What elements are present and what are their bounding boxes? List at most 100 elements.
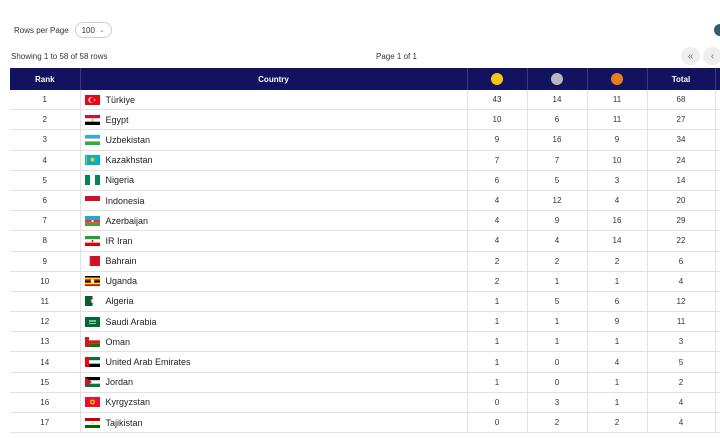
silver-cell: 12 <box>527 190 588 212</box>
extra-cell <box>715 90 720 111</box>
table-row: 10 Uganda 2 1 1 4 <box>10 271 720 292</box>
rank-cell: 13 <box>10 331 81 353</box>
country-flag-icon <box>84 276 100 287</box>
gold-cell: 1 <box>467 372 528 393</box>
bronze-cell: 2 <box>587 251 648 272</box>
country-cell: Türkiye <box>80 90 468 111</box>
rank-cell: 7 <box>10 210 81 232</box>
country-name: Saudi Arabia <box>105 316 157 327</box>
table-row: 11 Algeria 1 5 6 12 <box>10 291 720 313</box>
rank-cell: 3 <box>10 129 81 151</box>
gold-cell: 0 <box>467 392 528 414</box>
country-column-header[interactable]: Country <box>80 68 468 90</box>
total-column-header[interactable]: Total <box>647 68 716 90</box>
country-cell: Oman <box>80 331 468 353</box>
country-name: Algeria <box>105 296 134 307</box>
previous-page-button[interactable]: ‹ <box>703 47 720 65</box>
gold-cell: 4 <box>467 190 528 212</box>
silver-cell: 14 <box>527 90 588 111</box>
silver-cell: 1 <box>527 331 588 353</box>
silver-cell: 5 <box>527 291 588 313</box>
silver-cell: 1 <box>527 271 588 292</box>
silver-cell: 6 <box>527 109 588 131</box>
total-cell: 29 <box>647 210 716 232</box>
extra-cell <box>715 190 720 212</box>
extra-cell <box>715 150 720 171</box>
bronze-cell: 11 <box>587 109 648 131</box>
country-flag-icon <box>84 377 100 388</box>
gold-cell: 6 <box>467 170 528 191</box>
country-cell: Uzbekistan <box>80 129 468 151</box>
rank-cell: 9 <box>10 251 81 272</box>
bronze-cell: 6 <box>587 291 648 313</box>
table-row: 2 Egypt 10 6 11 27 <box>10 109 720 131</box>
extra-cell <box>715 251 720 272</box>
country-cell: United Arab Emirates <box>80 351 468 373</box>
country-cell: IR Iran <box>80 230 468 252</box>
country-name: Egypt <box>105 114 129 125</box>
table-header-row: Rank Country Total <box>10 68 720 90</box>
country-name: Türkiye <box>105 94 136 105</box>
table-row: 1 Türkiye 43 14 11 68 <box>10 90 720 111</box>
silver-cell: 2 <box>527 412 588 434</box>
gold-cell: 2 <box>467 251 528 272</box>
extra-cell <box>715 170 720 191</box>
gold-cell: 7 <box>467 150 528 171</box>
table-row: 7 Azerbaijan 4 9 16 29 <box>10 210 720 232</box>
table-row: 14 United Arab Emirates 1 0 4 5 <box>10 351 720 373</box>
extra-cell <box>715 351 720 373</box>
table-row: 3 Uzbekistan 9 16 9 34 <box>10 129 720 151</box>
total-cell: 14 <box>647 170 716 191</box>
gold-cell: 43 <box>467 90 528 111</box>
gold-cell: 1 <box>467 311 528 333</box>
country-cell: Egypt <box>80 109 468 131</box>
gold-cell: 4 <box>467 230 528 252</box>
silver-cell: 5 <box>527 170 588 191</box>
total-cell: 34 <box>647 129 716 151</box>
silver-medal-icon <box>551 73 563 85</box>
total-cell: 2 <box>647 372 716 393</box>
country-flag-icon <box>84 134 100 145</box>
country-flag-icon <box>84 316 100 327</box>
first-page-button[interactable]: « <box>681 47 700 65</box>
country-cell: Saudi Arabia <box>80 311 468 333</box>
country-name: Tajikistan <box>105 417 143 428</box>
table-row: 12 Saudi Arabia 1 1 9 11 <box>10 311 720 333</box>
total-cell: 12 <box>647 291 716 313</box>
bronze-cell: 3 <box>587 170 648 191</box>
extra-cell <box>715 109 720 131</box>
country-name: Kazakhstan <box>105 155 153 166</box>
rows-per-page-control: Rows per Page 100 ⌄ <box>14 22 112 38</box>
country-cell: Azerbaijan <box>80 210 468 232</box>
gold-column-header[interactable] <box>467 68 528 90</box>
country-flag-icon <box>84 195 100 206</box>
rank-column-header[interactable]: Rank <box>10 68 81 90</box>
showing-rows-text: Showing 1 to 58 of 58 rows <box>11 52 108 61</box>
gold-cell: 0 <box>467 412 528 434</box>
total-cell: 22 <box>647 230 716 252</box>
country-name: United Arab Emirates <box>105 357 191 368</box>
silver-cell: 9 <box>527 210 588 232</box>
country-flag-icon <box>84 296 100 307</box>
bronze-cell: 9 <box>587 129 648 151</box>
rank-cell: 15 <box>10 372 81 393</box>
silver-cell: 16 <box>527 129 588 151</box>
extra-column-header <box>715 68 720 90</box>
total-cell: 11 <box>647 311 716 333</box>
country-flag-icon <box>84 94 100 105</box>
silver-cell: 0 <box>527 372 588 393</box>
country-flag-icon <box>84 175 100 186</box>
rows-per-page-select[interactable]: 100 ⌄ <box>74 22 112 38</box>
table-row: 5 Nigeria 6 5 3 14 <box>10 170 720 191</box>
country-flag-icon <box>84 215 100 226</box>
extra-cell <box>715 230 720 252</box>
rank-cell: 1 <box>10 90 81 111</box>
gold-cell: 1 <box>467 291 528 313</box>
gold-cell: 9 <box>467 129 528 151</box>
rank-cell: 17 <box>10 412 81 434</box>
country-flag-icon <box>84 155 100 166</box>
rank-cell: 16 <box>10 392 81 414</box>
bronze-column-header[interactable] <box>587 68 648 90</box>
extra-cell <box>715 311 720 333</box>
silver-column-header[interactable] <box>527 68 588 90</box>
